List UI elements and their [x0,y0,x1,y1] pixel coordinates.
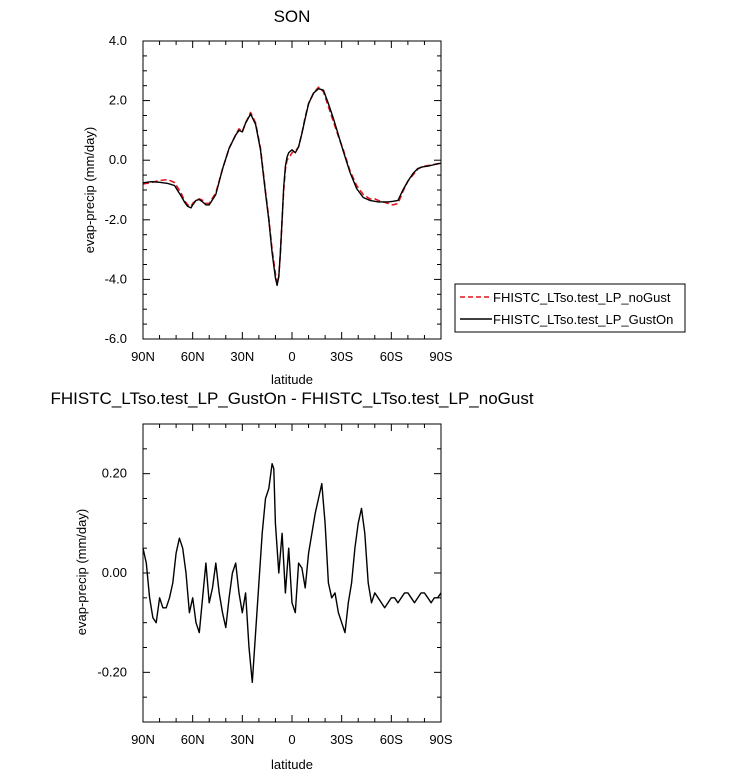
top-chart-series [142,86,442,287]
bottom-x-tick-label: 30S [330,732,353,747]
top-x-tick-label: 90N [131,349,155,364]
bottom-chart-ylabel: evap-precip (mm/day) [74,509,89,635]
top-series-line-guston [142,88,442,287]
top-x-tick-label: 60N [181,349,205,364]
bottom-chart-panel: FHISTC_LTso.test_LP_GustOn - FHISTC_LTso… [50,389,533,772]
bottom-x-tick-label: 60N [181,732,205,747]
bottom-chart-frame [142,423,442,723]
bottom-chart-xlabel: latitude [271,757,313,772]
top-chart-xlabel: latitude [271,372,313,387]
bottom-series-line-difference [142,463,442,683]
legend-box [454,283,686,333]
bottom-y-tick-label: 0.00 [102,565,127,580]
top-chart-panel: SON latitude evap-precip (mm/day) 90N 60N… [82,7,453,387]
bottom-x-tick-label: 60S [380,732,403,747]
legend-label-guston: FHISTC_LTso.test_LP_GustOn [493,312,673,327]
top-y-tick-label: 4.0 [109,33,127,48]
top-y-tick-label: 2.0 [109,93,127,108]
bottom-chart-ticks: 90N 60N 30N 0 30S 60S 90S 0.20 0.00 -0.20 [97,423,453,747]
top-series-line-nogust [142,86,442,285]
bottom-y-tick-label: 0.20 [102,466,127,481]
bottom-x-tick-label: 0 [288,732,295,747]
top-y-tick-label: -2.0 [105,212,127,227]
bottom-x-tick-label: 90N [131,732,155,747]
bottom-x-tick-label: 90S [429,732,452,747]
top-y-tick-label: 0.0 [109,152,127,167]
top-x-tick-label: 30N [230,349,254,364]
bottom-chart-title: FHISTC_LTso.test_LP_GustOn - FHISTC_LTso… [50,389,533,408]
top-x-tick-label: 0 [288,349,295,364]
top-x-tick-label: 90S [429,349,452,364]
top-y-tick-label: -6.0 [105,331,127,346]
legend: FHISTC_LTso.test_LP_noGust FHISTC_LTso.t… [454,283,686,333]
bottom-y-tick-label: -0.20 [97,664,127,679]
top-chart-frame [142,40,442,340]
top-x-tick-label: 60S [380,349,403,364]
bottom-chart-series [142,463,442,683]
top-chart-ylabel: evap-precip (mm/day) [82,127,97,253]
top-chart-ticks: 90N 60N 30N 0 30S 60S 90S 4.0 2.0 0.0 -2.0 -4.0 -6.0 [105,33,453,364]
top-x-tick-label: 30S [330,349,353,364]
top-chart-title: SON [274,7,311,26]
legend-label-nogust: FHISTC_LTso.test_LP_noGust [493,290,671,305]
top-y-tick-label: -4.0 [105,271,127,286]
bottom-x-tick-label: 30N [230,732,254,747]
